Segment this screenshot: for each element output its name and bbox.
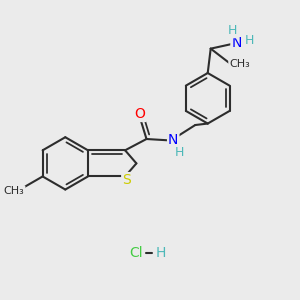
Text: O: O: [134, 107, 146, 121]
Text: CH₃: CH₃: [4, 186, 25, 196]
Text: H: H: [155, 245, 166, 260]
Text: H: H: [228, 24, 237, 37]
Text: S: S: [122, 173, 131, 187]
Text: CH₃: CH₃: [229, 59, 250, 69]
Text: N: N: [231, 36, 242, 50]
Text: H: H: [244, 34, 254, 47]
Text: N: N: [168, 133, 178, 147]
Text: H: H: [175, 146, 184, 159]
Text: Cl: Cl: [129, 245, 142, 260]
